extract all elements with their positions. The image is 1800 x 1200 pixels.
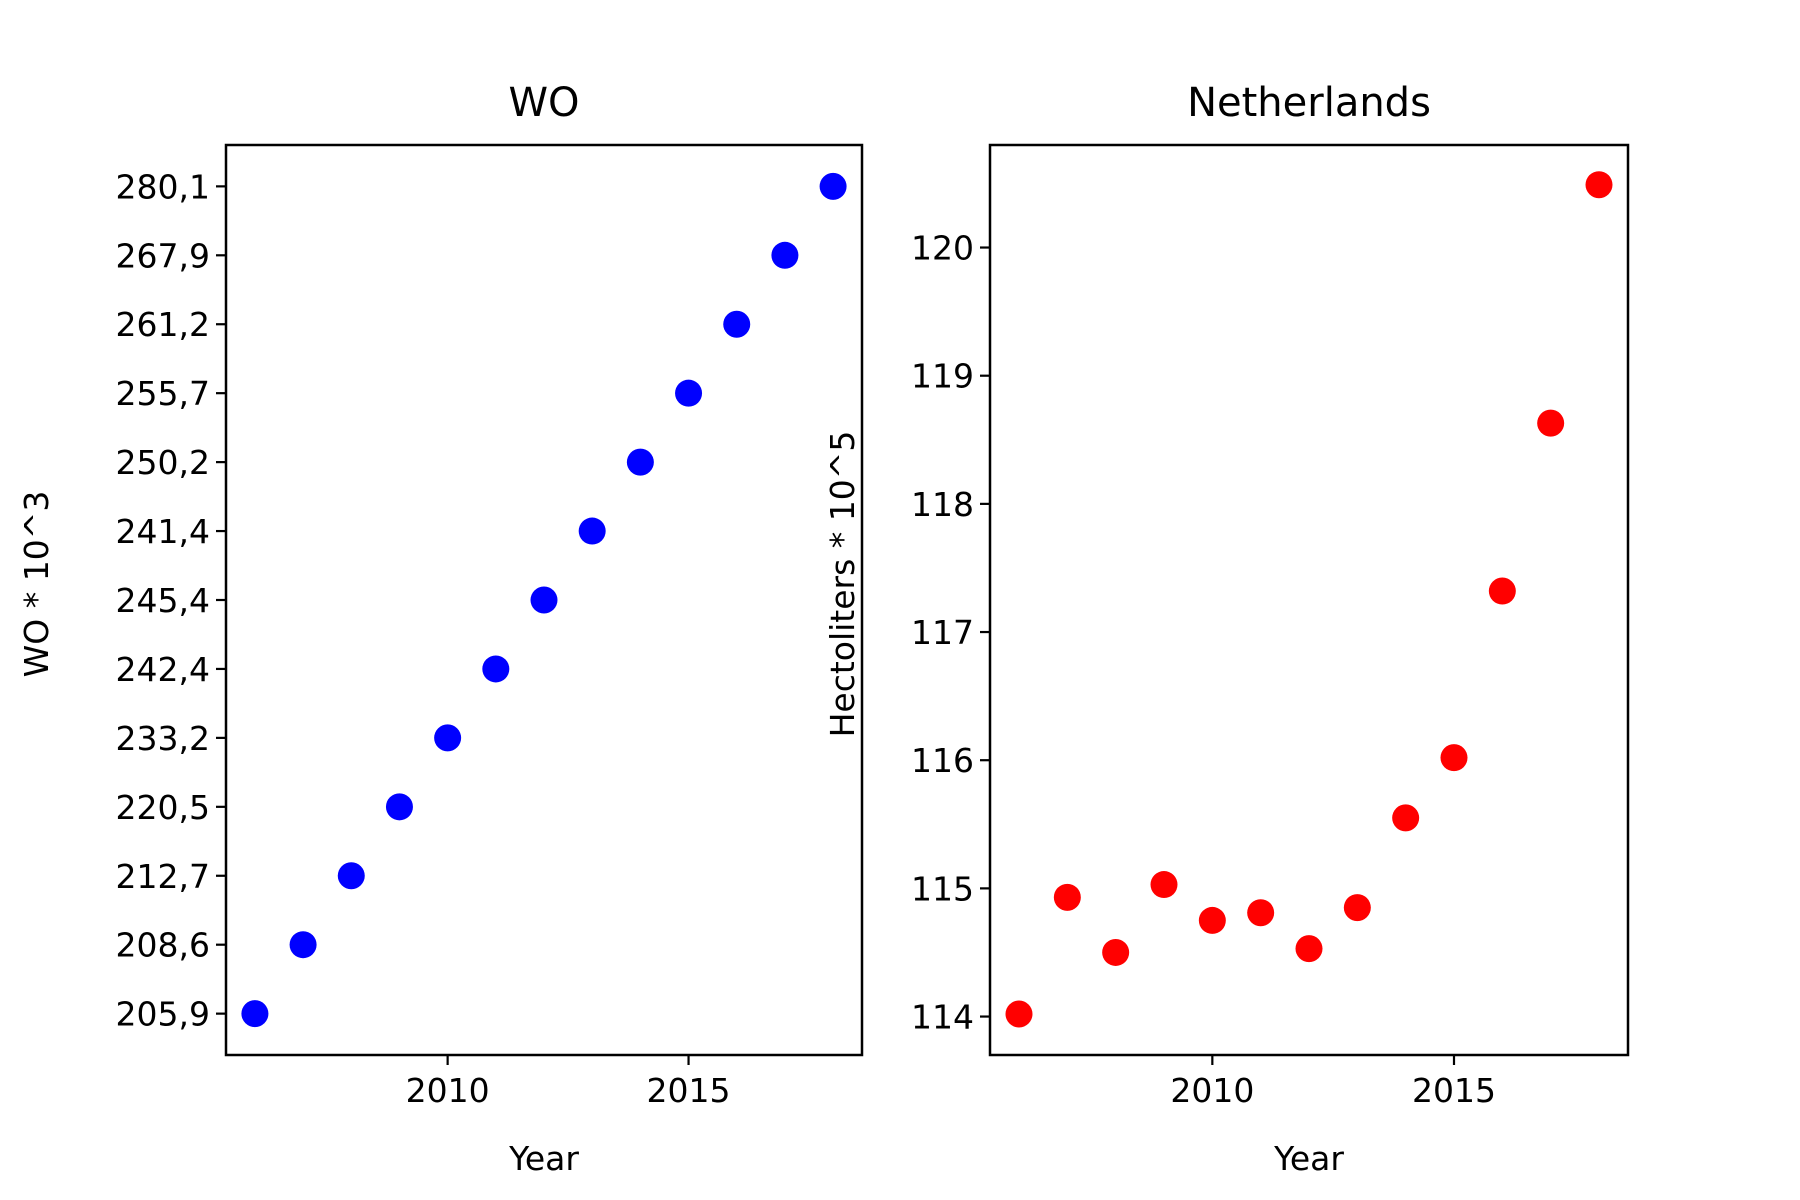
wo-panel-title: WO [508,80,579,126]
wo-y-axis-label: WO * 10^3 [17,491,56,678]
wo-point [482,655,510,683]
wo-point [530,586,558,614]
wo-x-axis-label: Year [508,1139,579,1178]
wo-panel: WO Year WO * 10^3 2010 2015 205,9 208,6 212,… [17,80,864,1178]
netherlands-point [1392,804,1420,832]
netherlands-points [1005,171,1613,1028]
wo-point [675,379,703,407]
wo-point [289,931,317,959]
netherlands-ticks: 2010 2015 114 115 116 117 118 119 120 [911,229,1496,1110]
netherlands-point [1198,906,1226,934]
wo-y-tick-label: 205,9 [116,995,210,1034]
wo-point [434,724,462,752]
wo-y-tick-label: 242,4 [116,650,210,689]
wo-point [337,862,365,890]
netherlands-x-tick-label: 2015 [1412,1071,1496,1110]
netherlands-y-tick-label: 117 [911,613,974,652]
wo-y-tick-label: 212,7 [116,857,210,896]
netherlands-point [1585,171,1613,199]
wo-point [578,517,606,545]
netherlands-panel-title: Netherlands [1187,80,1431,126]
wo-y-tick-label: 261,2 [116,305,210,344]
wo-y-tick-label: 208,6 [116,926,210,965]
wo-x-tick-label: 2010 [406,1071,490,1110]
netherlands-x-axis-label: Year [1273,1139,1344,1178]
wo-y-tick-label: 250,2 [116,443,210,482]
netherlands-point [1053,883,1081,911]
wo-points [241,172,847,1028]
netherlands-point [1005,1000,1033,1028]
netherlands-point [1295,935,1323,963]
wo-point [241,1000,269,1028]
netherlands-point [1440,744,1468,772]
netherlands-y-tick-label: 118 [911,485,974,524]
wo-y-tick-label: 220,5 [116,788,210,827]
wo-y-tick-label: 255,7 [116,374,210,413]
wo-point [723,310,751,338]
netherlands-y-tick-label: 116 [911,741,974,780]
wo-point [626,448,654,476]
wo-point [385,793,413,821]
wo-y-tick-label: 245,4 [116,581,210,620]
wo-ticks: 2010 2015 205,9 208,6 212,7 220,5 233,2 242,4 24… [116,167,731,1110]
netherlands-point [1102,938,1130,966]
wo-y-tick-label: 267,9 [116,236,210,275]
netherlands-y-tick-label: 120 [911,229,974,268]
netherlands-y-axis-label: Hectoliters * 10^5 [823,431,862,738]
wo-point [819,172,847,200]
netherlands-panel: Netherlands Year Hectoliters * 10^5 2010… [823,80,1630,1178]
netherlands-point [1343,894,1371,922]
wo-y-tick-label: 233,2 [116,719,210,758]
netherlands-point [1247,899,1275,927]
wo-x-tick-label: 2015 [647,1071,731,1110]
netherlands-x-tick-label: 2010 [1170,1071,1254,1110]
netherlands-y-tick-label: 114 [911,998,974,1037]
wo-point [771,241,799,269]
wo-y-tick-label: 241,4 [116,512,210,551]
netherlands-point [1488,577,1516,605]
netherlands-y-tick-label: 119 [911,357,974,396]
netherlands-plot-frame [988,143,1630,1057]
netherlands-point [1150,871,1178,899]
wo-plot-frame [224,143,864,1057]
netherlands-point [1537,409,1565,437]
wo-y-tick-label: 280,1 [116,167,210,206]
netherlands-y-tick-label: 115 [911,869,974,908]
